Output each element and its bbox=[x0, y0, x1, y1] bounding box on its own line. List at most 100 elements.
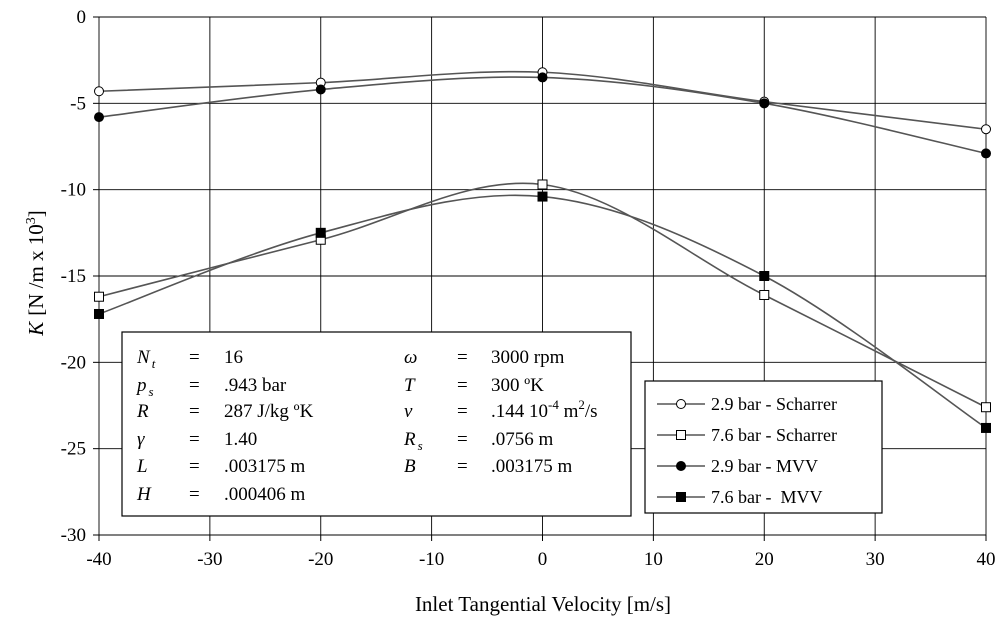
parameter-symbol: B bbox=[404, 456, 416, 477]
parameter-value: 300 ºK bbox=[491, 375, 544, 396]
parameter-equals: = bbox=[189, 429, 200, 450]
x-tick-label: -40 bbox=[86, 549, 111, 570]
y-axis-exponent: 3 bbox=[24, 217, 39, 224]
y-axis-symbol: K bbox=[24, 321, 48, 337]
legend-label: 7.6 bar - Scharrer bbox=[711, 425, 837, 445]
legend: 2.9 bar - Scharrer 7.6 bar - Scharrer 2.9 … bbox=[644, 380, 883, 514]
parameter-value: .943 bar bbox=[224, 375, 287, 396]
parameter-equals: = bbox=[457, 375, 468, 396]
legend-marker bbox=[676, 461, 686, 471]
y-tick-label: 0 bbox=[77, 7, 87, 28]
legend-marker bbox=[676, 399, 686, 409]
parameter-symbol: L bbox=[136, 456, 148, 477]
y-axis-title: K [N /m x 103] bbox=[24, 210, 48, 337]
parameter-equals: = bbox=[457, 401, 468, 422]
y-tick-label: -15 bbox=[61, 266, 86, 287]
data-point bbox=[537, 191, 548, 202]
parameter-equals: = bbox=[189, 401, 200, 422]
parameter-equals: = bbox=[457, 456, 468, 477]
tick-labels: -40 -30 -20 -10 0 10 20 30 400-5-10-15-20-25-30 bbox=[61, 7, 996, 570]
parameter-symbol: T bbox=[404, 375, 416, 396]
parameter-equals: = bbox=[189, 484, 200, 505]
y-tick-label: -30 bbox=[61, 525, 86, 546]
data-point bbox=[537, 72, 548, 83]
legend-marker bbox=[676, 430, 686, 440]
data-point bbox=[315, 84, 326, 95]
parameter-value: 287 J/kg ºK bbox=[224, 401, 314, 422]
x-tick-label: 10 bbox=[644, 549, 663, 570]
parameter-value: .003175 m bbox=[224, 456, 306, 477]
series-group bbox=[94, 67, 991, 433]
data-point bbox=[981, 124, 991, 135]
legend-label: 2.9 bar - MVV bbox=[711, 456, 818, 476]
x-tick-label: 30 bbox=[866, 549, 885, 570]
parameter-row: T = 300 ºK bbox=[404, 375, 544, 396]
legend-marker bbox=[676, 492, 686, 502]
parameter-symbol: ω bbox=[404, 347, 417, 368]
parameter-value: .000406 m bbox=[224, 484, 306, 505]
y-axis-close: ] bbox=[24, 210, 48, 217]
legend-entries: 2.9 bar - Scharrer 7.6 bar - Scharrer 2.9 … bbox=[657, 394, 837, 507]
parameter-equals: = bbox=[457, 429, 468, 450]
parameter-symbol: ν bbox=[404, 401, 413, 422]
parameters-box-border bbox=[121, 331, 632, 517]
data-point bbox=[759, 271, 770, 281]
x-tick-label: -30 bbox=[197, 549, 222, 570]
parameter-value: .144 10-4 m2/s bbox=[491, 397, 598, 422]
parameter-row: γ = 1.40 bbox=[137, 429, 257, 450]
legend-entry: 2.9 bar - MVV bbox=[657, 456, 818, 476]
legend-entry: 2.9 bar - Scharrer bbox=[657, 394, 837, 414]
legend-label: 2.9 bar - Scharrer bbox=[711, 394, 837, 414]
parameter-value: 16 bbox=[224, 347, 243, 368]
parameter-value: 1.40 bbox=[224, 429, 257, 450]
data-point bbox=[981, 402, 991, 413]
parameter-value: .003175 m bbox=[491, 456, 573, 477]
parameter-symbol: H bbox=[136, 484, 152, 505]
data-point bbox=[94, 112, 104, 123]
parameter-row: R = 287 J/kg ºK bbox=[136, 401, 314, 422]
parameter-row: ν = .144 10-4 m2/s bbox=[404, 397, 598, 422]
x-tick-label: 0 bbox=[538, 549, 548, 570]
parameter-row: L = .003175 m bbox=[136, 456, 306, 477]
series-1 bbox=[94, 179, 991, 413]
x-tick-label: -10 bbox=[419, 549, 444, 570]
parameter-row: B = .003175 m bbox=[404, 456, 573, 477]
data-point bbox=[759, 98, 770, 109]
parameter-row: H = .000406 m bbox=[136, 484, 306, 505]
y-axis-units: [N /m x 10 bbox=[24, 224, 48, 316]
series-3 bbox=[94, 191, 991, 433]
data-point bbox=[315, 227, 326, 238]
legend-entry: 7.6 bar - MVV bbox=[657, 487, 822, 507]
parameter-equals: = bbox=[189, 375, 200, 396]
parameter-equals: = bbox=[189, 456, 200, 477]
parameter-value: .0756 m bbox=[491, 429, 554, 450]
y-tick-label: -10 bbox=[61, 180, 86, 201]
parameter-equals: = bbox=[457, 347, 468, 368]
data-point bbox=[981, 422, 991, 433]
y-tick-label: -25 bbox=[61, 439, 86, 460]
parameter-symbol: R bbox=[136, 401, 149, 422]
data-point bbox=[94, 291, 104, 302]
data-point bbox=[981, 148, 991, 159]
x-tick-label: 20 bbox=[755, 549, 774, 570]
parameter-row: p s = .943 bar bbox=[135, 375, 287, 399]
parameter-symbol: γ bbox=[137, 429, 145, 450]
data-point bbox=[94, 308, 104, 319]
y-tick-label: -20 bbox=[61, 352, 86, 373]
parameter-row: ω = 3000 rpm bbox=[404, 347, 565, 368]
y-tick-label: -5 bbox=[70, 93, 86, 114]
parameter-equals: = bbox=[189, 347, 200, 368]
data-point bbox=[537, 179, 548, 190]
series-2 bbox=[94, 72, 991, 159]
legend-entry: 7.6 bar - Scharrer bbox=[657, 425, 837, 445]
x-tick-label: -20 bbox=[308, 549, 333, 570]
x-tick-label: 40 bbox=[977, 549, 996, 570]
legend-label: 7.6 bar - MVV bbox=[711, 487, 822, 507]
